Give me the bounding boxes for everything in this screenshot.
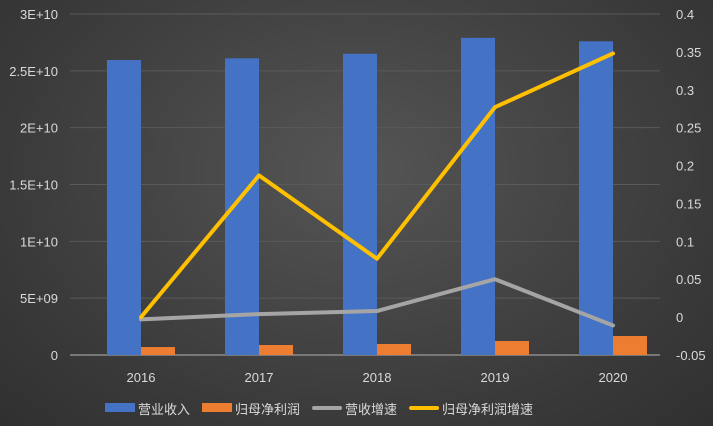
legend-swatch [202, 403, 233, 412]
right-axis-tick: 0.3 [676, 83, 694, 98]
x-axis-tick: 2020 [599, 370, 628, 385]
right-axis-tick: 0.2 [676, 159, 694, 174]
legend-label: 营业收入 [138, 402, 190, 417]
x-axis-tick: 2019 [481, 370, 510, 385]
line-net-profit-growth [139, 51, 615, 320]
left-axis-tick: 2.5E+10 [9, 64, 58, 79]
right-axis-tick: 0.35 [676, 45, 701, 60]
right-axis-tick: 0.25 [676, 121, 701, 136]
x-axis-tick: 2017 [245, 370, 274, 385]
legend-swatch [105, 403, 135, 412]
line-revenue-growth [139, 277, 615, 328]
right-axis-tick: 0.4 [676, 7, 694, 22]
legend-label: 归母净利润 [235, 402, 300, 417]
x-axis-tick: 2018 [363, 370, 392, 385]
bar-revenue [579, 41, 613, 355]
left-axis-tick: 0 [51, 348, 58, 363]
left-axis-tick: 1.5E+10 [9, 178, 58, 193]
right-axis-tick: 0.15 [676, 196, 701, 211]
left-axis-tick: 3E+10 [20, 7, 58, 22]
bar-net-profit [495, 341, 529, 355]
right-axis-tick: 0 [676, 310, 683, 325]
bar-net-profit [377, 343, 411, 355]
left-axis-tick: 2E+10 [20, 121, 58, 136]
left-axis-tick: 1E+10 [20, 234, 58, 249]
x-axis-tick: 2016 [127, 370, 156, 385]
bar-net-profit [259, 344, 293, 355]
right-axis-tick: -0.05 [676, 348, 706, 363]
right-axis-tick: 0.05 [676, 272, 701, 287]
bar-revenue [107, 60, 141, 355]
left-axis-tick: 5E+09 [20, 291, 58, 306]
legend-label: 归母净利润增速 [442, 402, 533, 417]
bar-revenue [225, 58, 259, 356]
right-axis-tick: 0.1 [676, 234, 694, 249]
bar-net-profit [141, 347, 175, 355]
bar-revenue [461, 37, 495, 356]
bar-revenue [343, 53, 377, 356]
bar-net-profit [613, 336, 647, 355]
legend-label: 营收增速 [345, 402, 397, 417]
